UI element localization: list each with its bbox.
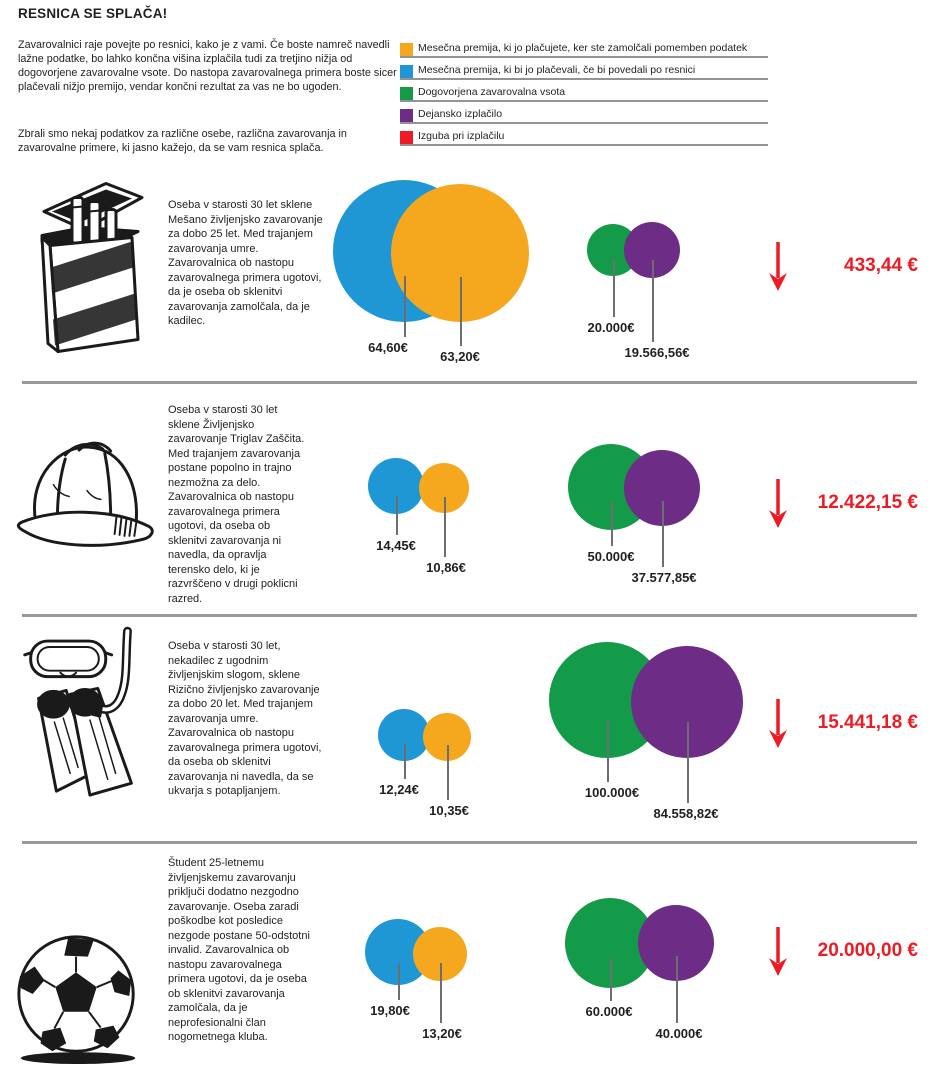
actual_payout-value-label: 40.000€ bbox=[655, 1026, 703, 1041]
leader-line bbox=[676, 956, 678, 1023]
legend-label: Mesečna premija, ki bi jo plačevali, če … bbox=[418, 64, 696, 76]
snorkel-and-fins-illustration bbox=[23, 626, 133, 797]
construction-helmet-illustration bbox=[16, 441, 154, 547]
leader-line bbox=[662, 501, 664, 567]
down-arrow-icon bbox=[769, 242, 787, 291]
leader-line bbox=[613, 259, 615, 317]
premium_truthful-value-label: 64,60€ bbox=[368, 340, 408, 355]
leader-line bbox=[398, 964, 400, 1000]
case-description: Oseba v starosti 30 let sklene Življenjs… bbox=[168, 404, 305, 605]
loss-value: 15.441,18 € bbox=[817, 712, 918, 733]
loss-value: 20.000,00 € bbox=[817, 940, 918, 961]
agreed_sum-value-label: 50.000€ bbox=[587, 549, 635, 564]
loss-value: 433,44 € bbox=[844, 255, 918, 276]
legend-item-actual-payout: Dejansko izplačilo bbox=[400, 102, 768, 124]
leader-line bbox=[396, 496, 398, 535]
legend-item-premium-concealed: Mesečna premija, ki jo plačujete, ker st… bbox=[400, 36, 768, 58]
legend-label: Dogovorjena zavarovalna vsota bbox=[418, 86, 566, 98]
orange-swatch-icon bbox=[400, 43, 413, 56]
loss-indicator: 15.441,18 € bbox=[768, 697, 918, 749]
leader-line bbox=[460, 277, 462, 346]
case-description: Oseba v starosti 30 let, nekadilec z ugo… bbox=[168, 640, 322, 797]
premium_concealed-value-label: 63,20€ bbox=[440, 349, 480, 364]
leader-line bbox=[610, 959, 612, 1001]
soccer-ball-illustration bbox=[17, 935, 136, 1065]
premium_truthful-value-label: 19,80€ bbox=[370, 1003, 410, 1018]
leader-line bbox=[607, 720, 609, 782]
loss-indicator: 433,44 € bbox=[768, 240, 918, 292]
leader-line bbox=[404, 276, 406, 337]
actual_payout-value-label: 37.577,85€ bbox=[631, 570, 697, 585]
down-arrow-icon bbox=[769, 927, 787, 976]
premium_concealed-value-label: 13,20€ bbox=[422, 1026, 462, 1041]
leader-line bbox=[652, 260, 654, 342]
down-arrow-icon bbox=[769, 699, 787, 748]
row-separator bbox=[22, 381, 917, 384]
legend-item-loss: Izguba pri izplačilu bbox=[400, 124, 768, 146]
loss-value: 12.422,15 € bbox=[817, 492, 918, 513]
premium_concealed-value-label: 10,35€ bbox=[429, 803, 469, 818]
agreed_sum-value-label: 100.000€ bbox=[584, 785, 640, 800]
legend-label: Mesečna premija, ki jo plačujete, ker st… bbox=[418, 42, 748, 54]
blue-swatch-icon bbox=[400, 65, 413, 78]
leader-line bbox=[404, 744, 406, 779]
legend-item-premium-truthful: Mesečna premija, ki bi jo plačevali, če … bbox=[400, 58, 768, 80]
red-swatch-icon bbox=[400, 131, 413, 144]
case-description: Študent 25-letnemu življenjskemu zavarov… bbox=[168, 857, 310, 1043]
purple-swatch-icon bbox=[400, 109, 413, 122]
leader-line bbox=[444, 497, 446, 557]
leader-line bbox=[687, 722, 689, 803]
intro-paragraph-1: Zavarovalnici raje povejte po resnici, k… bbox=[18, 39, 397, 93]
page-title: RESNICA SE SPLAČA! bbox=[18, 6, 168, 21]
row-separator bbox=[22, 614, 917, 617]
legend-label: Dejansko izplačilo bbox=[418, 108, 503, 120]
leader-line bbox=[440, 963, 442, 1023]
actual_payout-value-label: 19.566,56€ bbox=[624, 345, 690, 360]
green-swatch-icon bbox=[400, 87, 413, 100]
legend-label: Izguba pri izplačilu bbox=[418, 130, 505, 142]
loss-indicator: 20.000,00 € bbox=[768, 925, 918, 977]
agreed_sum-value-label: 60.000€ bbox=[585, 1004, 633, 1019]
legend: Mesečna premija, ki jo plačujete, ker st… bbox=[400, 36, 768, 146]
legend-item-agreed-sum: Dogovorjena zavarovalna vsota bbox=[400, 80, 768, 102]
leader-line bbox=[611, 502, 613, 546]
premium_truthful-value-label: 12,24€ bbox=[379, 782, 419, 797]
cigarette-pack-illustration bbox=[40, 182, 144, 353]
case-description: Oseba v starosti 30 let sklene Mešano ži… bbox=[168, 199, 323, 327]
premium_concealed-value-label: 10,86€ bbox=[426, 560, 466, 575]
loss-indicator: 12.422,15 € bbox=[768, 477, 918, 529]
premium_truthful-value-label: 14,45€ bbox=[376, 538, 416, 553]
leader-line bbox=[447, 745, 449, 800]
actual_payout-value-label: 84.558,82€ bbox=[653, 806, 719, 821]
intro-paragraph-2: Zbrali smo nekaj podatkov za različne os… bbox=[18, 128, 347, 154]
agreed_sum-value-label: 20.000€ bbox=[587, 320, 635, 335]
down-arrow-icon bbox=[769, 479, 787, 528]
row-separator bbox=[22, 841, 917, 844]
